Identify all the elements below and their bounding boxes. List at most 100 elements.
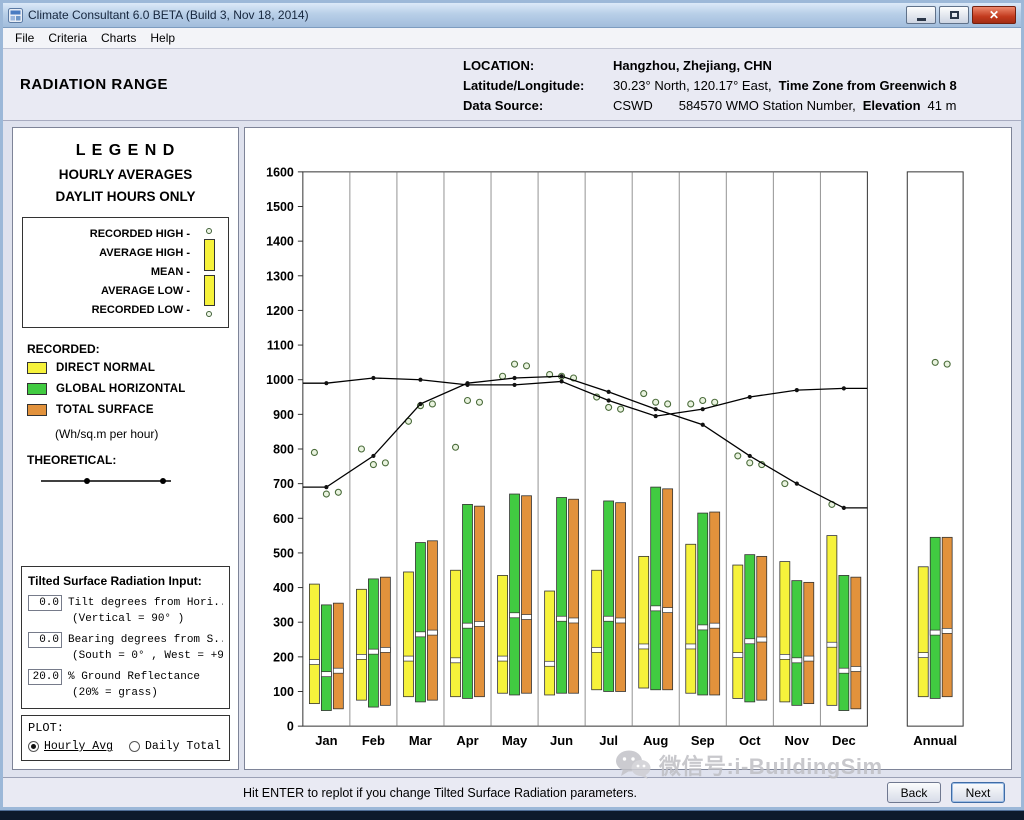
mean-tick — [450, 657, 461, 664]
mean-tick — [591, 647, 603, 653]
range-bar — [826, 535, 838, 706]
menu-item-help[interactable]: Help — [150, 31, 176, 45]
theoretical-point — [559, 379, 564, 384]
theoretical-point — [324, 485, 329, 490]
y-tick-label: 600 — [273, 512, 294, 526]
range-bar — [427, 540, 438, 701]
menu-bar: File Criteria Charts Help — [3, 28, 1021, 49]
mean-tick — [779, 654, 791, 660]
range-bar — [709, 511, 721, 696]
plot-mode-label: PLOT: — [28, 721, 65, 735]
recorded-high-dot — [711, 398, 719, 406]
mean-tick — [462, 622, 473, 629]
recorded-high-dot — [357, 445, 365, 453]
range-bar — [332, 602, 344, 710]
range-bar — [803, 581, 815, 705]
recorded-high-dot — [499, 372, 507, 380]
y-tick-label: 700 — [273, 477, 294, 491]
recorded-section-label: RECORDED: — [27, 342, 100, 356]
bearing-degrees-label: Bearing degrees from S... — [68, 634, 223, 646]
annual-label: Annual — [913, 733, 957, 748]
elevation-value: 41 m — [927, 98, 957, 113]
next-button[interactable]: Next — [951, 782, 1005, 803]
theoretical-point — [747, 453, 752, 459]
range-bar — [638, 555, 650, 689]
legend-title: L E G E N D — [75, 142, 176, 159]
recorded-high-dot — [381, 459, 389, 467]
theoretical-point — [794, 388, 799, 393]
mean-tick — [638, 643, 650, 650]
mean-tick — [791, 657, 803, 664]
mean-tick — [650, 605, 662, 612]
close-button[interactable]: ✕ — [972, 6, 1016, 24]
y-tick-label: 1000 — [266, 373, 294, 387]
recorded-high-dot — [475, 398, 484, 406]
recorded-high-dot — [734, 452, 742, 460]
tilt-degrees-input[interactable] — [28, 595, 62, 611]
header-panel: RADIATION RANGE LOCATION: Hangzhou, Zhej… — [3, 49, 1021, 121]
month-label: Apr — [456, 733, 478, 748]
mean-tick — [309, 659, 320, 665]
y-tick-label: 1100 — [267, 339, 294, 353]
legend-mean-label: MEAN - — [150, 266, 190, 278]
recorded-high-dot — [664, 400, 672, 408]
range-bar — [779, 561, 791, 703]
recorded-high-dot — [511, 360, 519, 368]
mean-tick — [403, 655, 414, 662]
radiation-chart-panel: 0 100 200 300 400 500 600 700 800 900 1000 1100 1200… — [244, 127, 1012, 770]
recorded-high-dot — [652, 398, 660, 406]
theoretical-point — [559, 374, 564, 379]
mean-tick — [556, 615, 567, 622]
theoretical-point — [747, 394, 752, 400]
month-label: Aug — [643, 733, 668, 748]
recorded-high-dot — [699, 396, 707, 405]
total-surface-swatch-icon — [27, 404, 47, 416]
range-bar — [685, 543, 697, 694]
maximize-icon — [949, 11, 959, 19]
mean-tick — [941, 628, 953, 634]
y-tick-label: 400 — [273, 581, 294, 595]
data-source-value: CSWD — [613, 98, 653, 113]
mean-tick — [333, 667, 344, 674]
minimize-button[interactable] — [906, 6, 936, 24]
y-tick-label: 300 — [273, 616, 294, 630]
month-label: Sep — [691, 733, 715, 748]
legend-range-symbol — [198, 225, 220, 320]
main-area: L E G E N D HOURLY AVERAGES DAYLIT HOURS… — [3, 121, 1021, 777]
y-tick-label: 1500 — [266, 200, 294, 214]
back-button[interactable]: Back — [887, 782, 941, 803]
mean-tick — [356, 654, 367, 660]
maximize-button[interactable] — [939, 6, 969, 24]
mean-tick — [321, 671, 332, 678]
mean-tick — [497, 655, 508, 662]
radio-icon — [28, 741, 39, 752]
mean-tick — [509, 612, 520, 619]
station-value: 584570 WMO Station Number, — [678, 98, 856, 113]
mean-tick — [685, 643, 697, 650]
radio-hourly-avg[interactable]: Hourly Avg — [28, 740, 113, 753]
radio-daily-total[interactable]: Daily Total — [129, 740, 221, 753]
mean-tick — [544, 660, 555, 667]
mean-tick — [803, 655, 815, 662]
mean-tick — [850, 666, 862, 672]
menu-item-criteria[interactable]: Criteria — [48, 31, 88, 45]
menu-item-charts[interactable]: Charts — [101, 31, 137, 45]
data-source-label: Data Source: — [463, 98, 544, 113]
menu-item-file[interactable]: File — [15, 31, 35, 45]
theoretical-point — [512, 375, 517, 381]
theoretical-point — [324, 381, 329, 386]
global-horizontal-swatch-icon — [27, 383, 47, 395]
mean-tick — [662, 607, 673, 613]
y-tick-label: 500 — [273, 546, 294, 560]
footer-message: Hit ENTER to replot if you change Tilted… — [243, 785, 637, 800]
ground-reflectance-input[interactable] — [28, 669, 62, 685]
elevation-label: Elevation — [862, 98, 921, 113]
theoretical-point — [606, 398, 611, 403]
location-block: LOCATION: Hangzhou, Zhejiang, CHN Latitu… — [463, 49, 1021, 120]
annual-box — [906, 171, 964, 727]
mean-tick — [732, 652, 744, 658]
tilted-surface-input-title: Tilted Surface Radiation Input: — [28, 574, 202, 588]
bearing-degrees-input[interactable] — [28, 632, 62, 648]
legend-item-global-horizontal: GLOBAL HORIZONTAL — [27, 383, 238, 395]
range-bar — [744, 554, 756, 703]
